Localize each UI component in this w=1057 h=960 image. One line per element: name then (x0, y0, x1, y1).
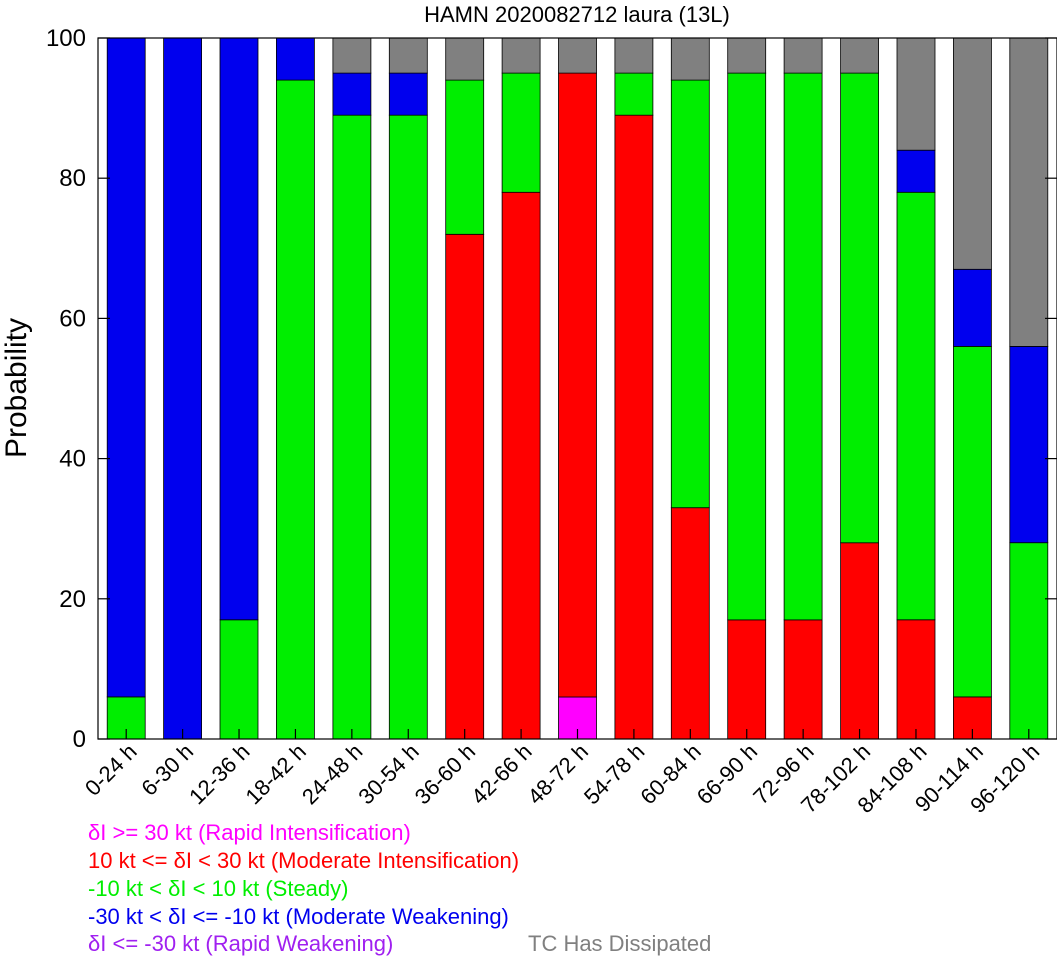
bar-segment-st-84-108h (896, 191, 936, 621)
bar-segment-st-96-120h (1009, 542, 1049, 740)
bar-segment-diss-42-66h (501, 37, 541, 74)
bar-segment-mi-72-96h (783, 619, 823, 740)
x-tick-label: 30-54 h (353, 739, 423, 809)
bar-segment-mw-84-108h (896, 149, 936, 193)
x-tick-label: 36-60 h (410, 739, 480, 809)
x-tick-label: 48-72 h (523, 739, 593, 809)
bar-segment-mi-48-72h (558, 72, 597, 698)
bar-segment-mi-54-78h (614, 114, 654, 740)
bar-segment-mi-42-66h (501, 191, 541, 740)
legend-entry: -10 kt < δI < 10 kt (Steady) (88, 876, 349, 901)
chart-title: HAMN 2020082712 laura (13L) (424, 2, 730, 27)
bar-segment-mi-78-102h (840, 542, 879, 740)
bar-segment-mw-6-30h (163, 37, 203, 740)
legend-entry: TC Has Dissipated (528, 931, 712, 956)
y-tick-label: 100 (46, 25, 86, 52)
bar-segment-mw-0-24h (106, 37, 146, 698)
y-tick-label: 60 (59, 305, 86, 332)
bar-segment-diss-36-60h (445, 37, 485, 81)
bar-segment-diss-90-114h (953, 37, 992, 270)
bar-segment-st-54-78h (614, 72, 654, 116)
y-tick-label: 20 (59, 586, 86, 613)
bar-segment-st-24-48h (332, 114, 372, 740)
legend-entry: -30 kt < δI <= -10 kt (Moderate Weakenin… (88, 904, 509, 929)
bar-segment-st-66-90h (727, 72, 767, 621)
bar-segment-diss-78-102h (840, 37, 879, 74)
bar-segment-st-36-60h (445, 79, 485, 235)
bar-segment-mw-30-54h (388, 72, 428, 116)
legend-entry: 10 kt <= δI < 30 kt (Moderate Intensific… (88, 848, 520, 873)
bar-segment-st-42-66h (501, 72, 541, 193)
legend-entry: δI <= -30 kt (Rapid Weakening) (88, 931, 394, 956)
bar-segment-st-72-96h (783, 72, 823, 621)
y-tick-label: 40 (59, 446, 86, 473)
y-axis-label: Probability (0, 318, 33, 458)
x-tick-label: 18-42 h (240, 739, 310, 809)
x-tick-label: 54-78 h (579, 739, 649, 809)
bar-segment-mi-60-84h (670, 507, 710, 740)
bar-segment-diss-60-84h (670, 37, 710, 81)
bar-segment-diss-72-96h (783, 37, 823, 74)
bar-segment-diss-66-90h (727, 37, 767, 74)
bar-segment-diss-48-72h (558, 37, 597, 74)
bar-segment-diss-24-48h (332, 37, 372, 74)
x-axis-ticks: 0-24 h6-30 h12-36 h18-42 h24-48 h30-54 h… (80, 729, 1044, 818)
x-tick-label: 0-24 h (80, 739, 142, 801)
bar-segment-st-30-54h (388, 114, 428, 740)
bar-segment-st-78-102h (840, 72, 879, 544)
bar-segment-mi-84-108h (896, 619, 936, 740)
bar-segment-mw-24-48h (332, 72, 372, 116)
y-axis-ticks: 0 20 40 60 80 100 (46, 25, 1057, 753)
bar-segment-mw-96-120h (1009, 345, 1049, 544)
x-tick-label: 42-66 h (466, 739, 536, 809)
x-tick-label: 66-90 h (692, 739, 762, 809)
x-tick-label: 60-84 h (635, 739, 705, 809)
bar-segment-diss-84-108h (896, 37, 936, 151)
bar-segment-st-18-42h (275, 79, 315, 740)
bar-segment-diss-54-78h (614, 37, 654, 74)
x-tick-label: 12-36 h (184, 739, 254, 809)
bar-segment-st-90-114h (953, 345, 992, 698)
bar-segment-mi-36-60h (445, 233, 485, 740)
bar-segment-mi-66-90h (727, 619, 767, 740)
bar-stacks (106, 37, 1049, 740)
legend-entry: δI >= 30 kt (Rapid Intensification) (88, 820, 411, 845)
bar-segment-mw-12-36h (219, 37, 259, 621)
y-tick-label: 80 (59, 165, 86, 192)
bar-segment-diss-96-120h (1009, 37, 1049, 347)
y-tick-label: 0 (73, 726, 86, 753)
x-tick-label: 24-48 h (297, 739, 367, 809)
bar-segment-mw-18-42h (275, 37, 315, 81)
bar-segment-diss-30-54h (388, 37, 428, 74)
bar-segment-mw-90-114h (953, 268, 992, 347)
bar-segment-st-12-36h (219, 619, 259, 740)
bar-segment-st-60-84h (670, 79, 710, 509)
